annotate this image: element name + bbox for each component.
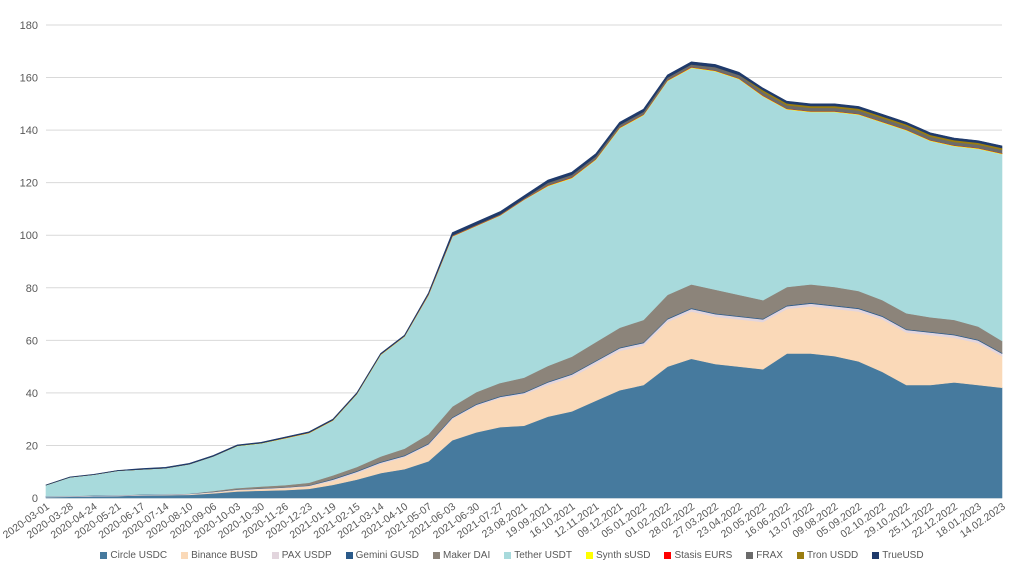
legend-swatch — [872, 552, 880, 559]
legend-swatch — [432, 552, 440, 559]
legend-swatch — [181, 552, 189, 559]
y-tick-label: 100 — [20, 230, 38, 242]
legend-label: FRAX — [756, 550, 783, 561]
y-tick-label: 60 — [26, 335, 38, 347]
y-tick-label: 40 — [26, 388, 38, 400]
legend-label: Binance BUSD — [191, 550, 258, 561]
legend-item: Circle USDC — [100, 550, 167, 561]
legend-label: TrueUSD — [882, 550, 924, 561]
legend: Circle USDC Binance BUSD PAX USDP Gemini GU… — [0, 550, 1024, 561]
legend-item: PAX USDP — [271, 550, 332, 561]
legend-label: PAX USDP — [281, 550, 332, 561]
legend-label: Tron USDD — [806, 550, 859, 561]
legend-label: Synth sUSD — [596, 550, 651, 561]
legend-item: Stasis EURS — [664, 550, 732, 561]
legend-swatch — [796, 552, 804, 559]
legend-label: Stasis EURS — [674, 550, 733, 561]
y-tick-label: 80 — [26, 283, 38, 295]
legend-swatch — [271, 552, 279, 559]
legend-item: Tron USDD — [796, 550, 859, 561]
legend-label: Tether USDT — [514, 550, 573, 561]
y-tick-label: 20 — [26, 440, 38, 452]
y-tick-label: 0 — [32, 493, 38, 505]
legend-swatch — [746, 552, 754, 559]
y-axis-ticks: 0 20 40 60 80 100 120 140 160 180 — [20, 20, 38, 505]
legend-label: Gemini GUSD — [355, 550, 419, 561]
y-tick-label: 140 — [20, 125, 38, 137]
legend-swatch — [345, 552, 353, 559]
legend-swatch — [100, 552, 108, 559]
legend-swatch — [586, 552, 594, 559]
y-tick-label: 180 — [20, 20, 38, 32]
legend-item: Synth sUSD — [586, 550, 650, 561]
legend-item: TrueUSD — [872, 550, 924, 561]
legend-item: Tether USDT — [504, 550, 572, 561]
area-trueusd — [45, 61, 1003, 486]
legend-label: Circle USDC — [110, 550, 168, 561]
y-tick-label: 120 — [20, 178, 38, 190]
legend-item: Maker DAI — [432, 550, 491, 561]
legend-swatch — [664, 552, 672, 559]
x-axis-ticks: 2020-03-012020-03-282020-04-242020-05-21… — [1, 501, 1008, 542]
legend-item: FRAX — [746, 550, 783, 561]
legend-item: Gemini GUSD — [345, 550, 419, 561]
legend-label: Maker DAI — [442, 550, 491, 561]
legend-item: Binance BUSD — [181, 550, 258, 561]
series-areas — [45, 61, 1003, 499]
legend-swatch — [504, 552, 512, 559]
y-tick-label: 160 — [20, 73, 38, 85]
